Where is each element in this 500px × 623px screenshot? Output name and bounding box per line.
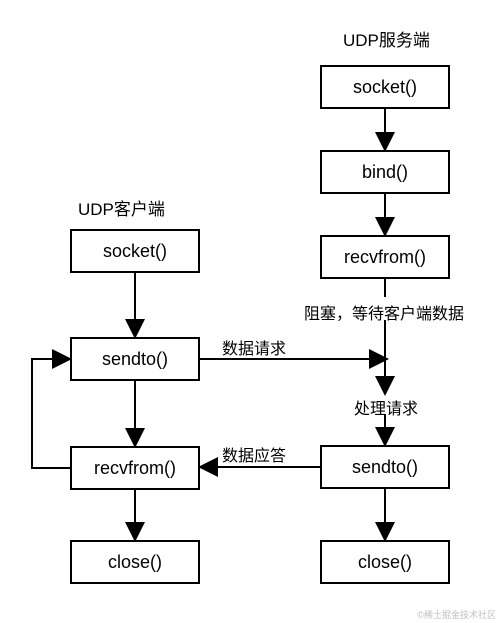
edge-loop [32, 359, 70, 468]
node-label: recvfrom() [344, 247, 426, 268]
node-label: close() [108, 552, 162, 573]
label-process: 处理请求 [354, 395, 418, 419]
label-request: 数据请求 [222, 335, 286, 359]
node-client-socket: socket() [70, 229, 200, 273]
node-label: recvfrom() [94, 458, 176, 479]
label-block: 阻塞，等待客户端数据 [304, 300, 464, 324]
node-label: socket() [353, 77, 417, 98]
node-client-recvfrom: recvfrom() [70, 446, 200, 490]
node-label: sendto() [352, 457, 418, 478]
node-label: close() [358, 552, 412, 573]
node-server-recvfrom: recvfrom() [320, 235, 450, 279]
node-server-socket: socket() [320, 65, 450, 109]
node-label: socket() [103, 241, 167, 262]
node-server-close: close() [320, 540, 450, 584]
node-server-sendto: sendto() [320, 445, 450, 489]
node-server-bind: bind() [320, 150, 450, 194]
node-client-sendto: sendto() [70, 337, 200, 381]
node-client-close: close() [70, 540, 200, 584]
server-title: UDP服务端 [343, 26, 430, 51]
node-label: bind() [362, 162, 408, 183]
client-title: UDP客户端 [78, 195, 165, 220]
label-response: 数据应答 [222, 442, 286, 466]
watermark: ©稀土掘金技术社区 [417, 608, 496, 621]
node-label: sendto() [102, 349, 168, 370]
